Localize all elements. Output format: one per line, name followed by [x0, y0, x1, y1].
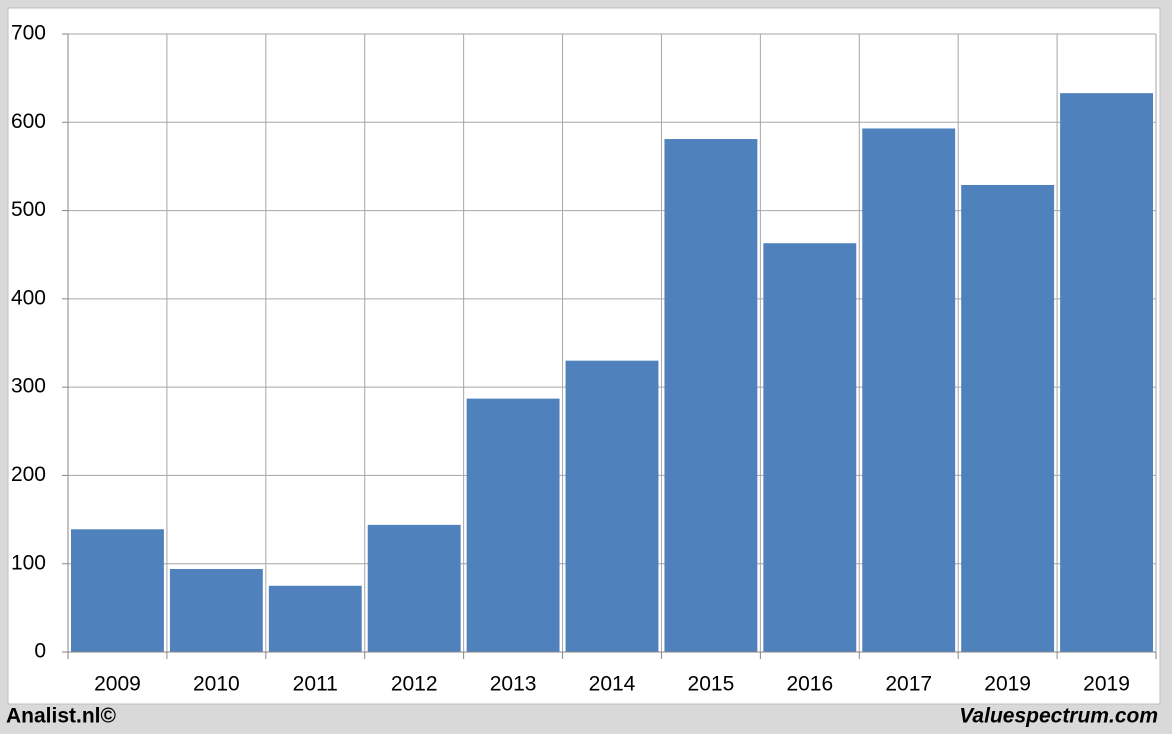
bar — [961, 184, 1055, 652]
bar — [367, 524, 461, 652]
x-tick-label: 2013 — [490, 673, 537, 696]
bar — [763, 243, 857, 653]
bar — [565, 360, 659, 652]
y-tick-label: 600 — [11, 110, 46, 133]
x-tick-label: 2014 — [589, 673, 636, 696]
x-tick-label: 2019 — [1083, 673, 1130, 696]
bar — [169, 569, 263, 652]
bar — [466, 398, 560, 652]
bar — [1060, 93, 1153, 652]
y-tick-label: 100 — [11, 551, 46, 574]
x-tick-label: 2010 — [193, 673, 240, 696]
bar — [664, 139, 758, 652]
y-tick-label: 500 — [11, 198, 46, 221]
x-tick-label: 2011 — [293, 673, 338, 696]
bar — [862, 128, 956, 653]
x-tick-label: 2015 — [688, 673, 735, 696]
bar — [268, 585, 362, 652]
y-tick-label: 700 — [11, 22, 46, 45]
bar — [71, 529, 164, 652]
x-tick-label: 2017 — [885, 673, 932, 696]
y-tick-label: 400 — [11, 286, 46, 309]
y-tick-label: 0 — [34, 640, 46, 663]
footer-right: Valuespectrum.com — [959, 705, 1158, 728]
y-tick-label: 200 — [11, 463, 46, 486]
x-tick-label: 2009 — [94, 673, 141, 696]
y-tick-label: 300 — [11, 375, 46, 398]
x-tick-label: 2019 — [984, 673, 1031, 696]
x-tick-label: 2012 — [391, 673, 438, 696]
footer-left: Analist.nl© — [6, 705, 117, 728]
x-tick-label: 2016 — [786, 673, 833, 696]
